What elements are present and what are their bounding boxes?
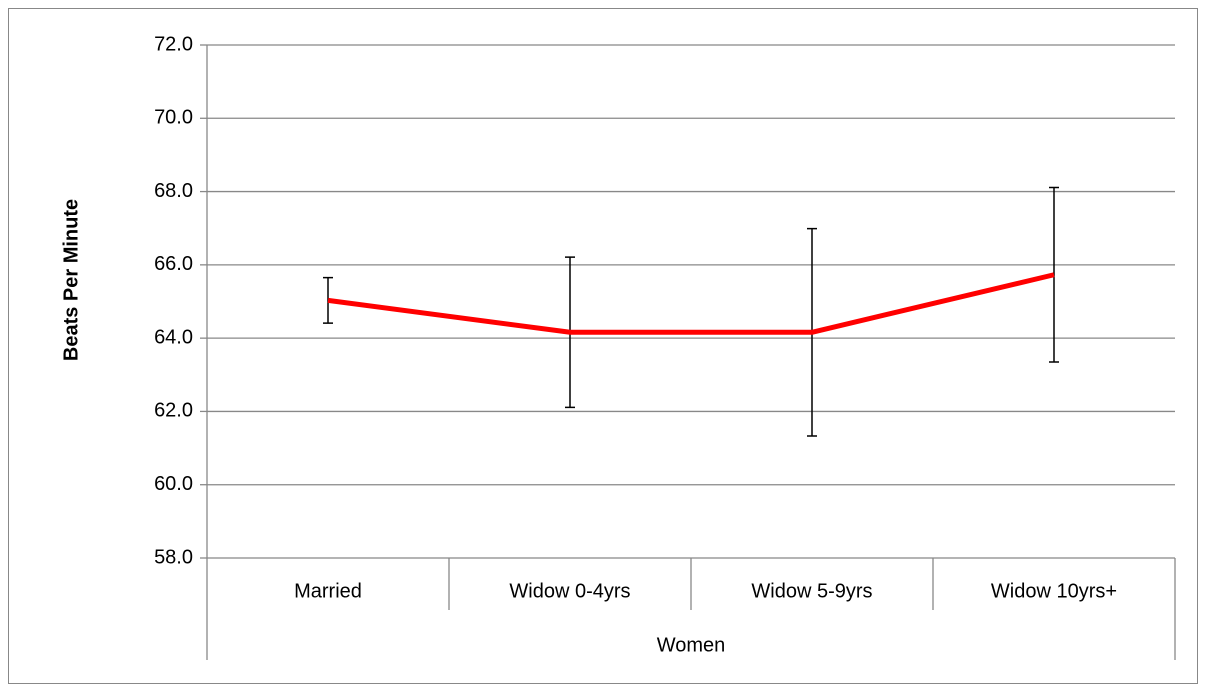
error-bar	[323, 276, 333, 324]
y-tick-label: 60.0	[154, 473, 193, 495]
x-tick-label: Married	[294, 580, 362, 602]
series-line	[327, 272, 1055, 335]
y-tick-label: 64.0	[154, 326, 193, 348]
x-tick-label: Widow 10yrs+	[991, 580, 1117, 602]
y-tick-label: 68.0	[154, 180, 193, 202]
y-tick-label: 66.0	[154, 253, 193, 275]
x-tick-label: Widow 0-4yrs	[509, 580, 630, 602]
y-axis-title: Beats Per Minute	[60, 199, 82, 361]
y-tick-label: 70.0	[154, 107, 193, 129]
x-group-label: Women	[657, 634, 726, 656]
y-tick-label: 58.0	[154, 546, 193, 568]
y-tick-label: 62.0	[154, 400, 193, 422]
x-tick-label: Widow 5-9yrs	[751, 580, 872, 602]
y-tick-label: 72.0	[154, 33, 193, 55]
